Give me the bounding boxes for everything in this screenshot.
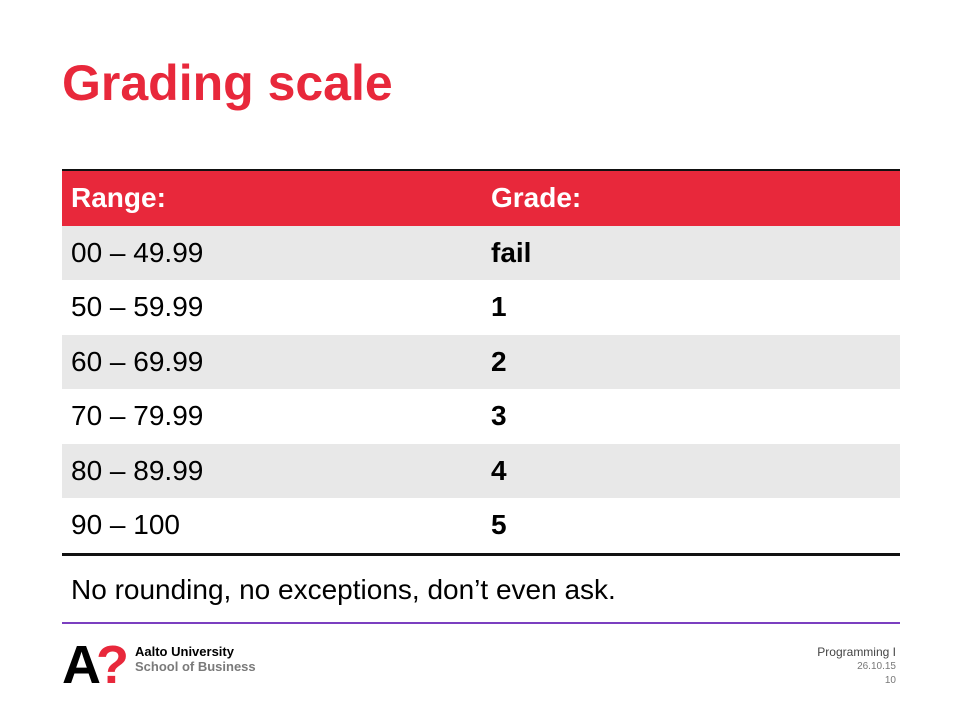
range-cell: 00 – 49.99 xyxy=(71,236,204,268)
table-row: 60 – 69.99 2 xyxy=(62,334,900,389)
range-cell: 90 – 100 xyxy=(71,509,180,541)
range-column-header: Range: xyxy=(71,182,166,214)
grade-cell: 5 xyxy=(491,509,507,541)
table-row: 00 – 49.99 fail xyxy=(62,225,900,280)
table-row: 50 – 59.99 1 xyxy=(62,280,900,335)
table-header-row: Range: Grade: xyxy=(62,170,900,226)
slide-date: 26.10.15 xyxy=(857,661,896,672)
table-row: 70 – 79.99 3 xyxy=(62,389,900,444)
grade-cell: 2 xyxy=(491,345,507,377)
grade-cell: 4 xyxy=(491,454,507,486)
logo-question-mark: ? xyxy=(96,641,128,687)
grading-table: Range: Grade: 00 – 49.99 fail 50 – 59.99… xyxy=(62,169,900,556)
grade-cell: 3 xyxy=(491,400,507,432)
university-name: Aalto University xyxy=(135,644,234,659)
range-cell: 80 – 89.99 xyxy=(71,454,204,486)
grade-column-header: Grade: xyxy=(491,182,582,214)
grade-cell: fail xyxy=(491,236,532,268)
grade-cell: 1 xyxy=(491,291,507,323)
logo-letter-a: A xyxy=(62,641,101,687)
aalto-logo: A ? xyxy=(62,641,128,687)
footer-divider xyxy=(62,622,900,624)
course-name: Programming I xyxy=(817,645,896,659)
table-row: 80 – 89.99 4 xyxy=(62,443,900,498)
slide-title: Grading scale xyxy=(62,55,393,111)
university-block: Aalto University School of Business xyxy=(135,644,256,674)
range-cell: 60 – 69.99 xyxy=(71,345,204,377)
footer-info: Programming I 26.10.15 10 xyxy=(817,644,896,688)
school-name: School of Business xyxy=(135,659,256,674)
slide-note: No rounding, no exceptions, don’t even a… xyxy=(71,574,616,605)
range-cell: 70 – 79.99 xyxy=(71,400,204,432)
table-row: 90 – 100 5 xyxy=(62,498,900,554)
page-number: 10 xyxy=(884,675,896,686)
range-cell: 50 – 59.99 xyxy=(71,291,204,323)
